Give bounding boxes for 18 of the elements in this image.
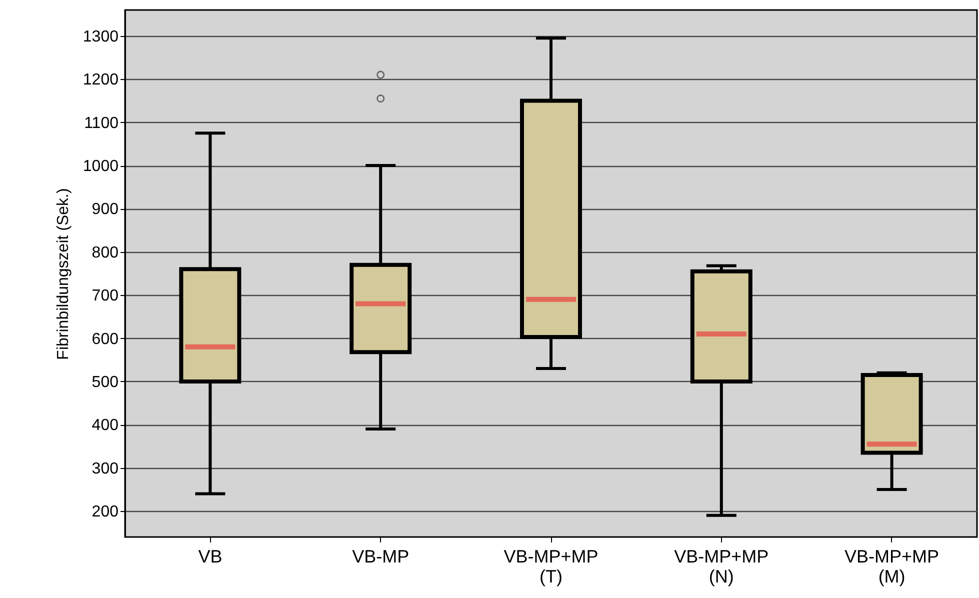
- y-tick-label: 300: [92, 460, 119, 478]
- x-tick-label: VB-MP+MP (N): [674, 546, 769, 586]
- x-tick-label: VB: [198, 546, 222, 566]
- y-tick-label: 200: [92, 504, 119, 521]
- y-axis-title: Fibrinbildungszeit (Sek.): [54, 188, 72, 360]
- y-tick-label: 1300: [82, 28, 119, 46]
- y-tick-label: 800: [92, 244, 119, 262]
- y-tick-label: 900: [92, 201, 119, 218]
- x-tick-label: VB-MP: [352, 546, 410, 566]
- y-tick-label: 1000: [82, 158, 119, 176]
- x-tick-label: VB-MP+MP (T): [504, 546, 598, 586]
- y-tick-label: 600: [92, 330, 119, 348]
- y-tick-label: 400: [92, 417, 119, 434]
- x-tick-label: VB-MP+MP (M): [844, 546, 940, 586]
- y-tick-label: 700: [92, 288, 119, 305]
- y-tick-label: 500: [92, 374, 119, 391]
- y-tick-label: 1100: [84, 114, 119, 132]
- y-tick-label: 1200: [82, 72, 119, 89]
